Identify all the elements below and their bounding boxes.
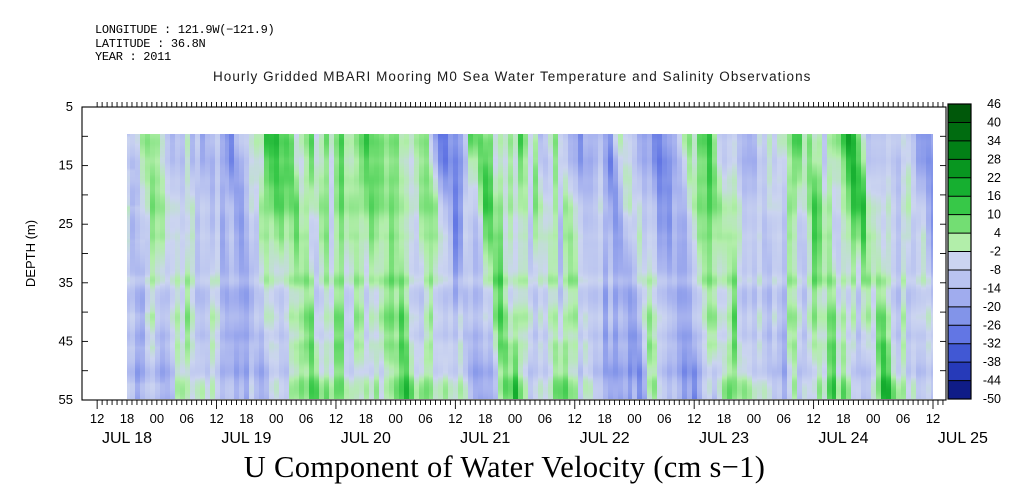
svg-text:06: 06	[538, 411, 552, 426]
svg-text:46: 46	[987, 97, 1001, 111]
svg-text:18: 18	[478, 411, 492, 426]
svg-text:12: 12	[209, 411, 223, 426]
svg-text:00: 00	[388, 411, 402, 426]
svg-text:JUL 24: JUL 24	[818, 430, 868, 447]
svg-text:JUL 19: JUL 19	[221, 430, 271, 447]
svg-text:12: 12	[806, 411, 820, 426]
svg-text:28: 28	[987, 152, 1001, 166]
svg-text:JUL 22: JUL 22	[580, 430, 630, 447]
svg-text:10: 10	[987, 208, 1001, 222]
svg-text:00: 00	[508, 411, 522, 426]
svg-text:18: 18	[359, 411, 373, 426]
svg-text:25: 25	[59, 216, 73, 231]
svg-text:00: 00	[150, 411, 164, 426]
svg-text:18: 18	[597, 411, 611, 426]
svg-text:18: 18	[717, 411, 731, 426]
svg-text:DEPTH (m): DEPTH (m)	[23, 220, 38, 287]
svg-text:-8: -8	[990, 263, 1001, 277]
svg-text:12: 12	[687, 411, 701, 426]
svg-text:12: 12	[568, 411, 582, 426]
svg-text:06: 06	[179, 411, 193, 426]
svg-text:JUL 18: JUL 18	[102, 430, 152, 447]
svg-text:22: 22	[987, 171, 1001, 185]
svg-text:06: 06	[777, 411, 791, 426]
svg-text:18: 18	[239, 411, 253, 426]
svg-text:-44: -44	[983, 374, 1001, 388]
svg-text:12: 12	[90, 411, 104, 426]
svg-text:35: 35	[59, 275, 73, 290]
svg-text:18: 18	[120, 411, 134, 426]
svg-text:-38: -38	[983, 355, 1001, 369]
svg-text:-26: -26	[983, 318, 1001, 332]
svg-text:00: 00	[269, 411, 283, 426]
svg-text:00: 00	[866, 411, 880, 426]
svg-text:06: 06	[299, 411, 313, 426]
svg-text:JUL 20: JUL 20	[341, 430, 391, 447]
svg-text:16: 16	[987, 189, 1001, 203]
svg-text:18: 18	[836, 411, 850, 426]
svg-text:34: 34	[987, 134, 1001, 148]
svg-text:5: 5	[66, 99, 73, 114]
svg-text:55: 55	[59, 392, 73, 407]
svg-text:06: 06	[896, 411, 910, 426]
svg-text:00: 00	[627, 411, 641, 426]
svg-text:4: 4	[994, 226, 1001, 240]
svg-text:15: 15	[59, 158, 73, 173]
svg-text:12: 12	[926, 411, 940, 426]
svg-text:JUL 21: JUL 21	[460, 430, 510, 447]
svg-text:06: 06	[657, 411, 671, 426]
svg-text:12: 12	[329, 411, 343, 426]
svg-text:00: 00	[747, 411, 761, 426]
svg-text:45: 45	[59, 333, 73, 348]
svg-text:-32: -32	[983, 337, 1001, 351]
svg-text:06: 06	[418, 411, 432, 426]
svg-text:-2: -2	[990, 245, 1001, 259]
svg-text:JUL 25: JUL 25	[938, 430, 988, 447]
svg-text:40: 40	[987, 115, 1001, 129]
svg-text:JUL 23: JUL 23	[699, 430, 749, 447]
svg-text:-14: -14	[983, 281, 1001, 295]
svg-text:-20: -20	[983, 300, 1001, 314]
svg-text:12: 12	[448, 411, 462, 426]
svg-text:-50: -50	[983, 392, 1001, 406]
